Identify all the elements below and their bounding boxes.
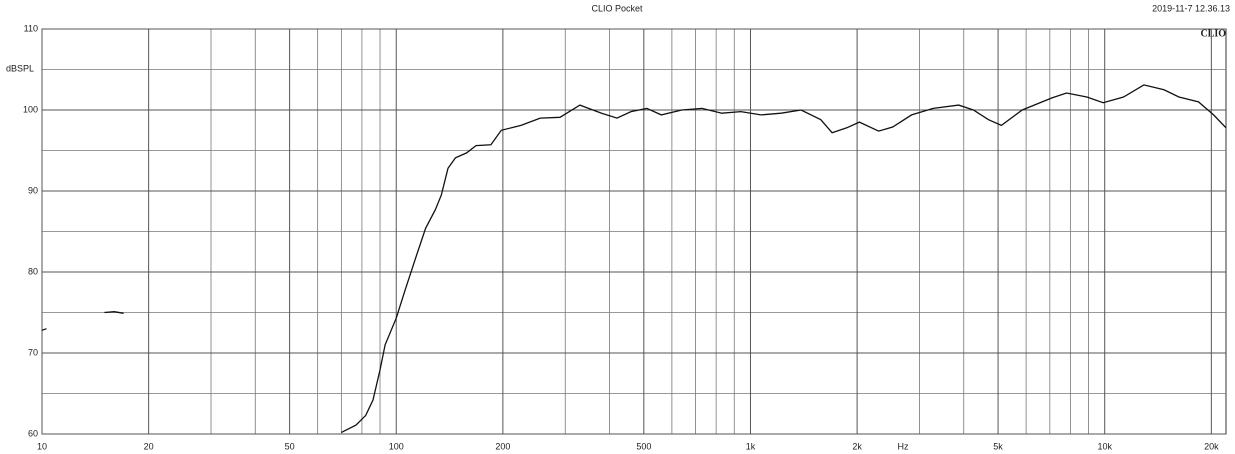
x-tick-label: 50 — [285, 441, 295, 451]
x-tick-label: 5k — [993, 441, 1003, 451]
x-tick-label: 2k — [852, 441, 862, 451]
timestamp: 2019-11-7 12.36.13 — [1152, 3, 1230, 13]
x-tick-label: 200 — [495, 441, 510, 451]
y-tick-label: 110 — [24, 23, 38, 33]
x-tick-label: 20k — [1204, 441, 1219, 451]
x-tick-label: 10k — [1097, 441, 1112, 451]
y-tick-label: 100 — [23, 104, 38, 114]
x-tick-label: 500 — [636, 441, 651, 451]
response-line — [41, 84, 1227, 433]
x-tick-label: 100 — [389, 441, 404, 451]
x-tick-label: 1k — [746, 441, 756, 451]
x-tick-label: 10 — [37, 441, 47, 451]
y-axis-label: dBSPL — [6, 63, 34, 73]
y-tick-label: 80 — [28, 266, 38, 276]
y-tick-label: 90 — [28, 185, 38, 195]
x-tick-label: 20 — [144, 441, 154, 451]
chart-title: CLIO Pocket — [591, 3, 643, 13]
y-tick-label: 60 — [28, 428, 38, 438]
logo: CLIO — [1200, 28, 1226, 39]
x-axis-label: Hz — [898, 441, 909, 451]
y-tick-label: 70 — [28, 347, 38, 357]
